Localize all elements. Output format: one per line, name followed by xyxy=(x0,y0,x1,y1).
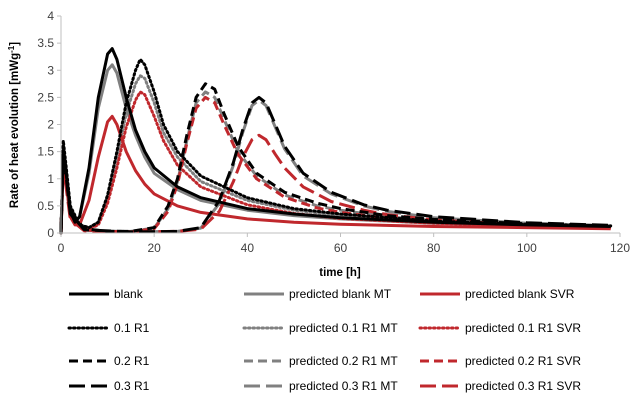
x-tick-label: 40 xyxy=(241,241,255,255)
legend-label: 0.2 R1 xyxy=(114,354,150,368)
legend: blank 0.1 R1 0.2 R1 0.3 R1 predicted blank M… xyxy=(67,287,581,393)
series-line-predicted-03-r1-mt xyxy=(59,98,611,234)
legend-label: predicted 0.3 R1 MT xyxy=(289,379,398,393)
series-line-predicted-02-r1-svr xyxy=(59,95,611,234)
y-axis-label-superscript: -1 xyxy=(7,45,16,53)
legend-label: 0.1 R1 xyxy=(114,321,150,335)
y-tick-label: 2 xyxy=(47,118,54,132)
y-tick-label: 0 xyxy=(47,226,54,240)
y-axis-label-end: ] xyxy=(9,42,21,46)
x-tick-label: 120 xyxy=(610,241,630,255)
series-line-predicted-03-r1-svr xyxy=(59,133,611,234)
legend-label: blank xyxy=(114,287,144,301)
legend-label: predicted 0.3 R1 SVR xyxy=(465,379,581,393)
legend-label: predicted 0.2 R1 MT xyxy=(289,354,398,368)
x-tick-label: 60 xyxy=(334,241,348,255)
y-tick-label: 3.5 xyxy=(37,36,54,50)
x-tick-label: 100 xyxy=(517,241,537,255)
x-tick-label: 20 xyxy=(147,241,161,255)
y-tick-label: 1.5 xyxy=(37,145,54,159)
legend-label: predicted blank MT xyxy=(289,287,392,301)
x-tick-label: 0 xyxy=(58,241,65,255)
y-tick-label: 3 xyxy=(47,63,54,77)
legend-label: 0.3 R1 xyxy=(114,379,150,393)
y-tick-label: 4 xyxy=(47,9,54,23)
plot-area xyxy=(59,47,613,235)
legend-label: predicted 0.1 R1 SVR xyxy=(465,321,581,335)
legend-label: predicted 0.2 R1 SVR xyxy=(465,354,581,368)
x-axis-label: time [h] xyxy=(319,267,361,279)
y-tick-label: 0.5 xyxy=(37,199,54,213)
y-axis-label: Rate of heat evolution [mWg-1] xyxy=(7,42,21,208)
x-tick-label: 80 xyxy=(427,241,441,255)
y-axis: 0 0.5 1 1.5 2 2.5 3 3.5 4 xyxy=(37,9,62,240)
x-axis: 0 20 40 60 80 100 120 xyxy=(58,232,630,255)
legend-label: predicted blank SVR xyxy=(465,287,575,301)
series-line-03-r1 xyxy=(59,95,611,234)
series-line-blank xyxy=(59,47,611,234)
y-tick-label: 2.5 xyxy=(37,90,54,104)
y-tick-label: 1 xyxy=(47,172,54,186)
y-axis-label-main: Rate of heat evolution [mWg xyxy=(9,53,21,208)
legend-label: predicted 0.1 R1 MT xyxy=(289,321,398,335)
